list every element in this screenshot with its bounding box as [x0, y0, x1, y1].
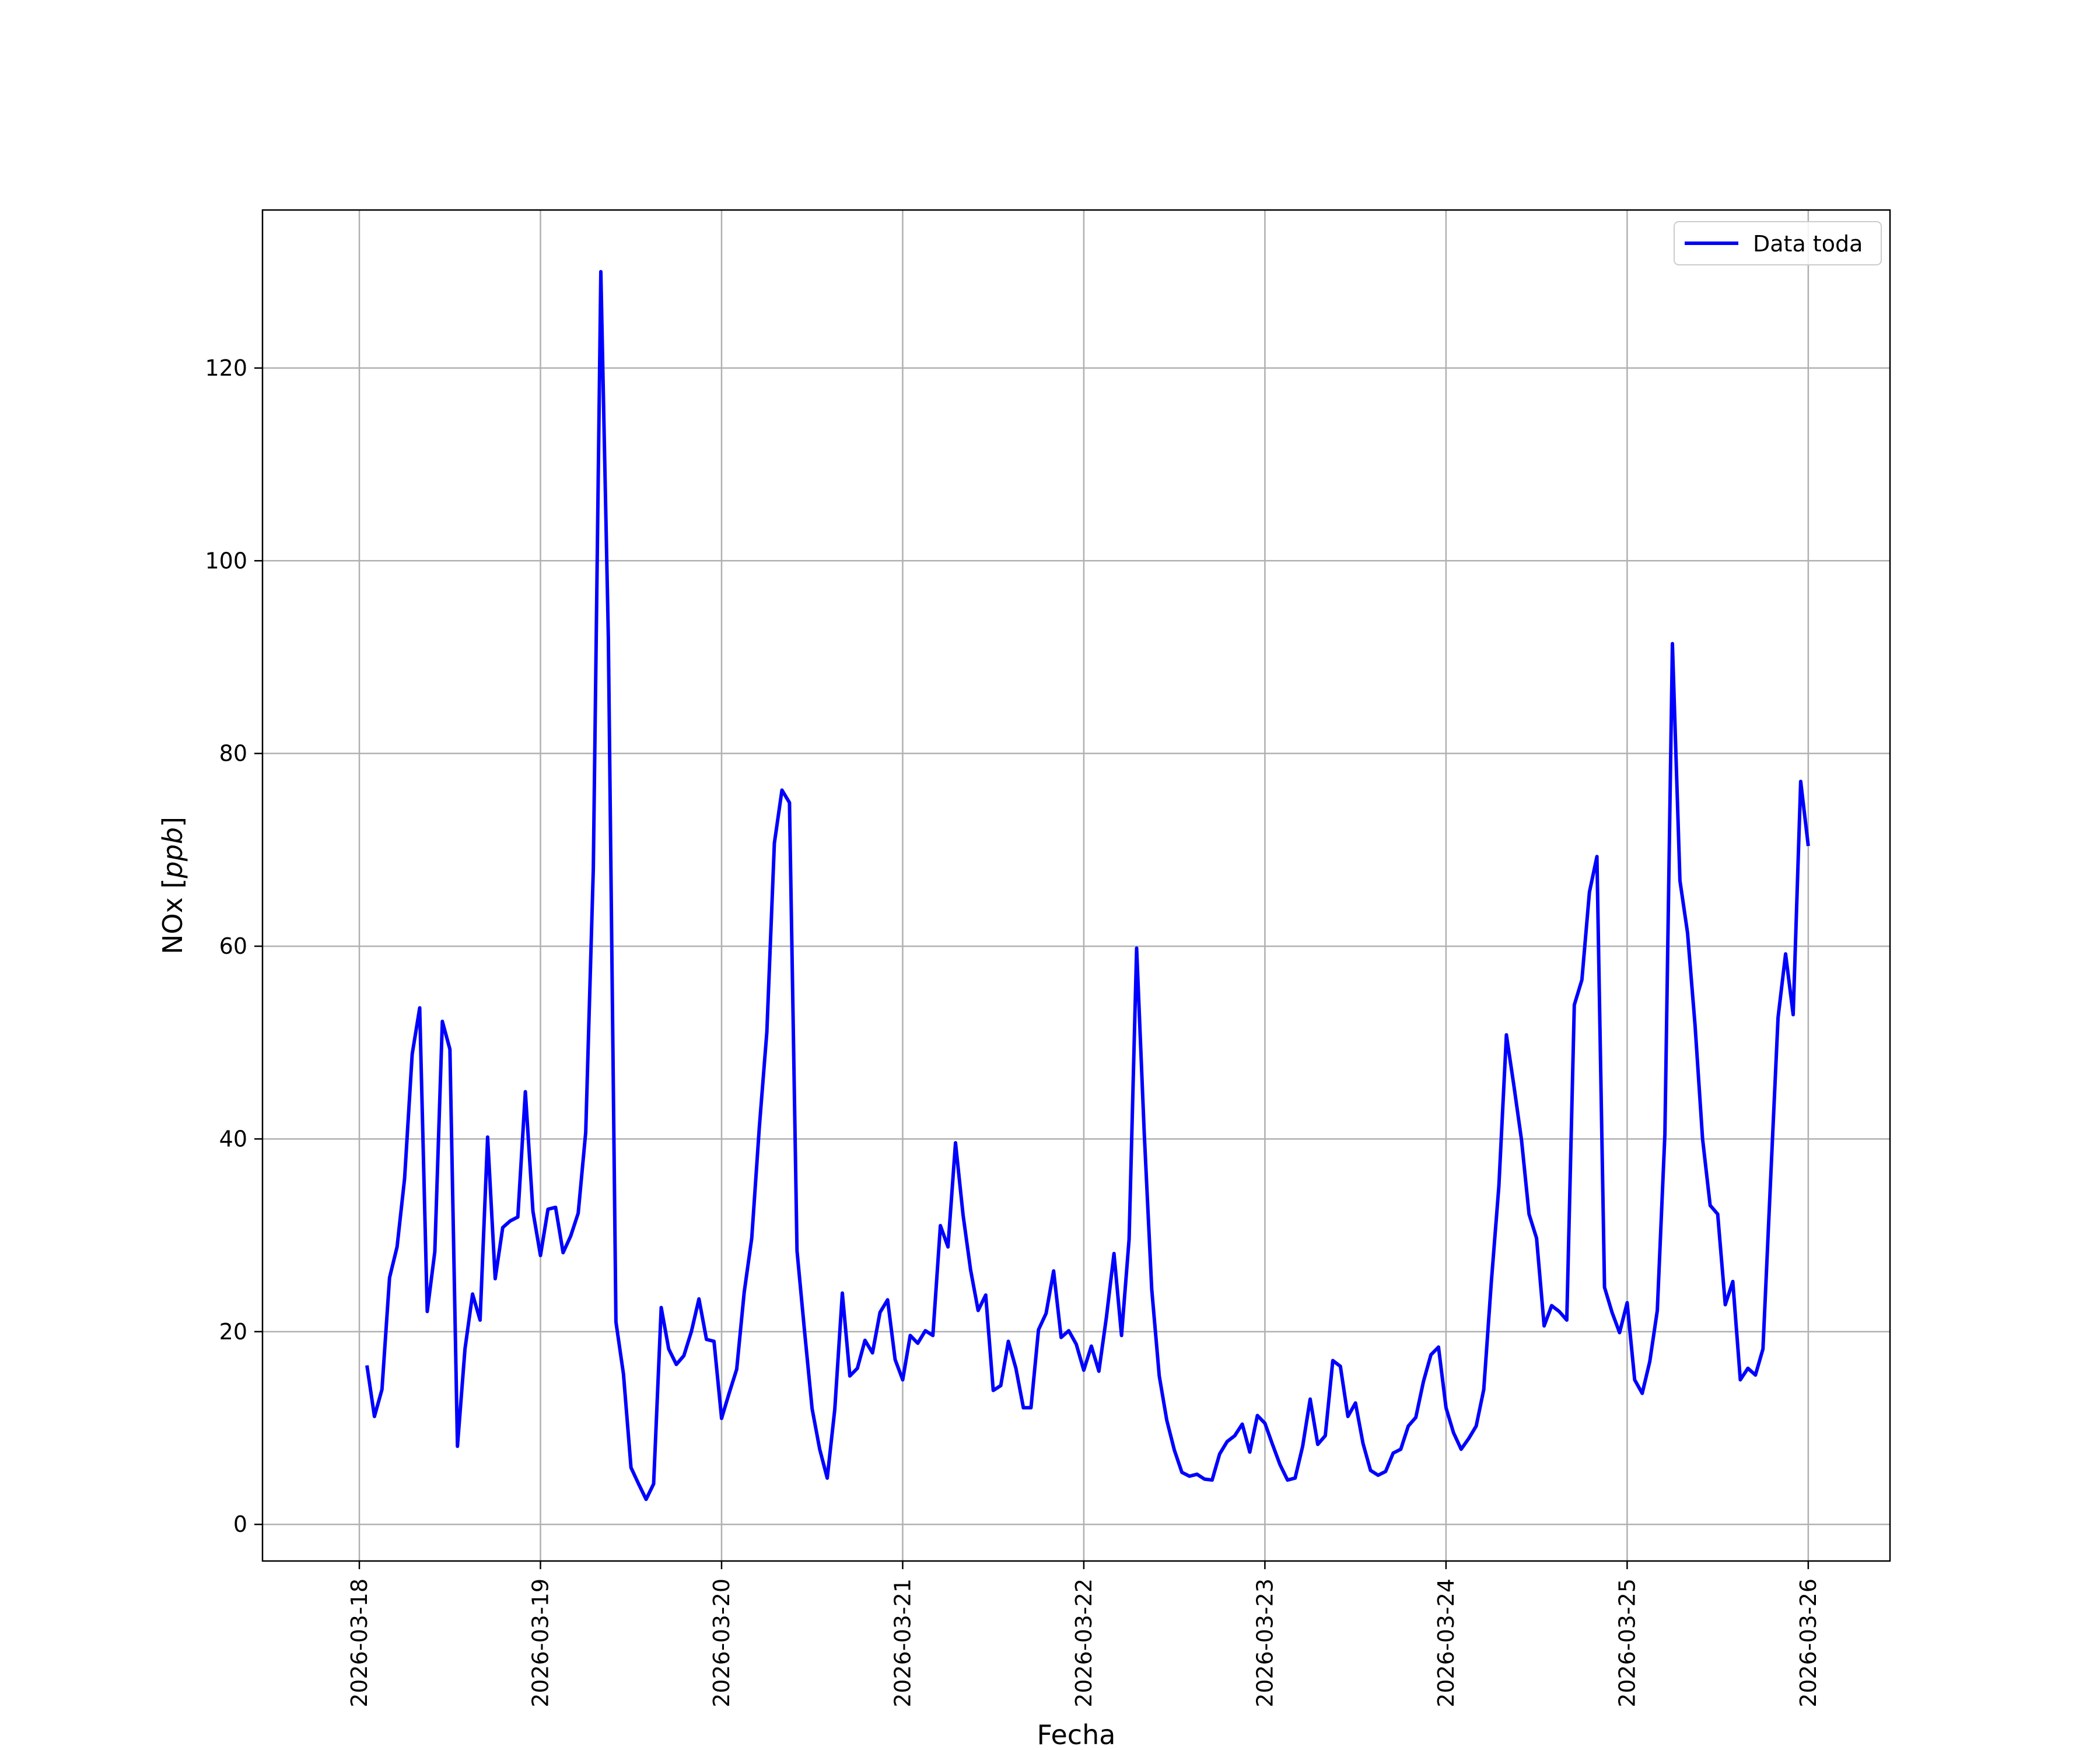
x-tick-label: 2026-03-21 — [890, 1578, 915, 1707]
series-layer — [365, 270, 1810, 1502]
y-axis-label-bracket-open: [ — [157, 878, 188, 889]
x-tick-label: 2026-03-26 — [1796, 1578, 1821, 1707]
plot-frame — [261, 209, 1891, 1562]
y-tick-label: 100 — [205, 548, 247, 573]
legend: Data toda — [1674, 221, 1882, 265]
x-tick-label: 2026-03-20 — [709, 1578, 734, 1707]
y-axis-ticks: 0 20 40 60 80 100 120 — [205, 355, 262, 1537]
legend-label: Data toda — [1753, 231, 1863, 257]
y-tick-label: 40 — [219, 1126, 247, 1152]
x-tick-label: 2026-03-19 — [527, 1578, 553, 1707]
y-axis-label: NOx [ppb] — [157, 817, 188, 954]
x-tick-label: 2026-03-18 — [346, 1578, 372, 1707]
y-tick-label: 60 — [219, 933, 247, 959]
x-tick-label: 2026-03-23 — [1252, 1578, 1278, 1707]
legend-box — [1674, 221, 1882, 265]
y-tick-label: 20 — [219, 1319, 247, 1345]
x-tick-label: 2026-03-22 — [1071, 1578, 1097, 1707]
y-axis-label-bracket-close: ] — [157, 817, 188, 827]
x-tick-label: 2026-03-24 — [1433, 1578, 1459, 1707]
x-axis-label: Fecha — [1037, 1719, 1116, 1750]
y-tick-label: 80 — [219, 741, 247, 766]
grid-lines — [262, 210, 1890, 1561]
y-axis-label-unit: ppb — [157, 827, 188, 879]
y-tick-label: 0 — [233, 1511, 247, 1537]
x-axis-ticks: 2026-03-18 2026-03-19 2026-03-20 2026-03-21… — [346, 1561, 1821, 1707]
y-tick-label: 120 — [205, 355, 247, 381]
x-tick-label: 2026-03-25 — [1614, 1578, 1640, 1707]
series-line-0 — [365, 270, 1810, 1502]
y-axis-label-main: NOx — [157, 889, 188, 954]
